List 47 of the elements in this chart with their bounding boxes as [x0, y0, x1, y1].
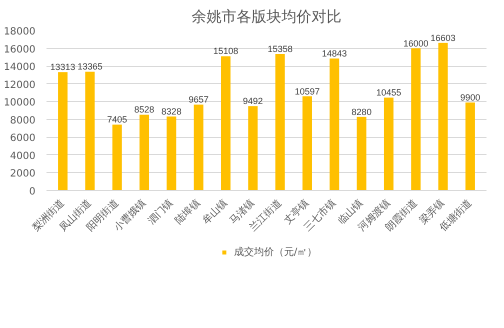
bar — [411, 48, 421, 190]
y-tick-label: 10000 — [4, 98, 36, 109]
data-label: 10455 — [376, 88, 402, 98]
y-tick-label: 2000 — [10, 168, 36, 180]
bar — [465, 102, 475, 190]
data-label: 16603 — [430, 32, 456, 43]
data-label: 7405 — [107, 114, 128, 125]
bar — [140, 114, 150, 190]
bar — [330, 58, 340, 190]
y-tick-label: 4000 — [10, 150, 36, 162]
bar — [302, 96, 312, 190]
x-tick-label: 泗门镇 — [146, 196, 176, 227]
y-tick-label: 16000 — [4, 44, 36, 56]
y-tick-label: 18000 — [4, 26, 36, 38]
bar — [112, 124, 122, 190]
x-tick-label: 陆埠镇 — [172, 196, 202, 227]
bar — [384, 98, 394, 190]
data-label: 8280 — [352, 106, 372, 117]
bar — [275, 54, 285, 190]
chart-title: 余姚市各版块均价对比 — [192, 8, 342, 26]
data-label: 13365 — [77, 62, 102, 72]
y-tick-label: 12000 — [4, 80, 36, 91]
data-label: 13313 — [50, 62, 76, 72]
data-label: 15108 — [213, 46, 238, 56]
legend-label: 成交均价（元/㎡） — [234, 246, 318, 259]
data-label: 9657 — [188, 94, 209, 105]
data-label: 10597 — [294, 86, 320, 96]
data-label: 14843 — [322, 48, 347, 59]
bar — [85, 72, 95, 190]
bar — [248, 106, 258, 190]
y-tick-label: 14000 — [4, 62, 36, 74]
data-label: 9492 — [242, 96, 263, 106]
x-tick-label: 牟山镇 — [200, 196, 230, 227]
data-label: 16000 — [403, 38, 428, 48]
y-tick-label: 6000 — [10, 133, 36, 144]
bar — [194, 104, 204, 190]
data-label: 9900 — [460, 92, 480, 102]
data-label: 8528 — [134, 104, 154, 115]
bar — [438, 42, 448, 190]
y-tick-label: 0 — [29, 186, 36, 198]
y-tick-label: 8000 — [10, 115, 36, 126]
bar — [58, 72, 68, 190]
data-label: 15358 — [268, 44, 293, 54]
bar — [221, 56, 231, 190]
data-label: 8328 — [161, 106, 182, 116]
bar — [356, 116, 366, 190]
bar — [166, 116, 176, 190]
